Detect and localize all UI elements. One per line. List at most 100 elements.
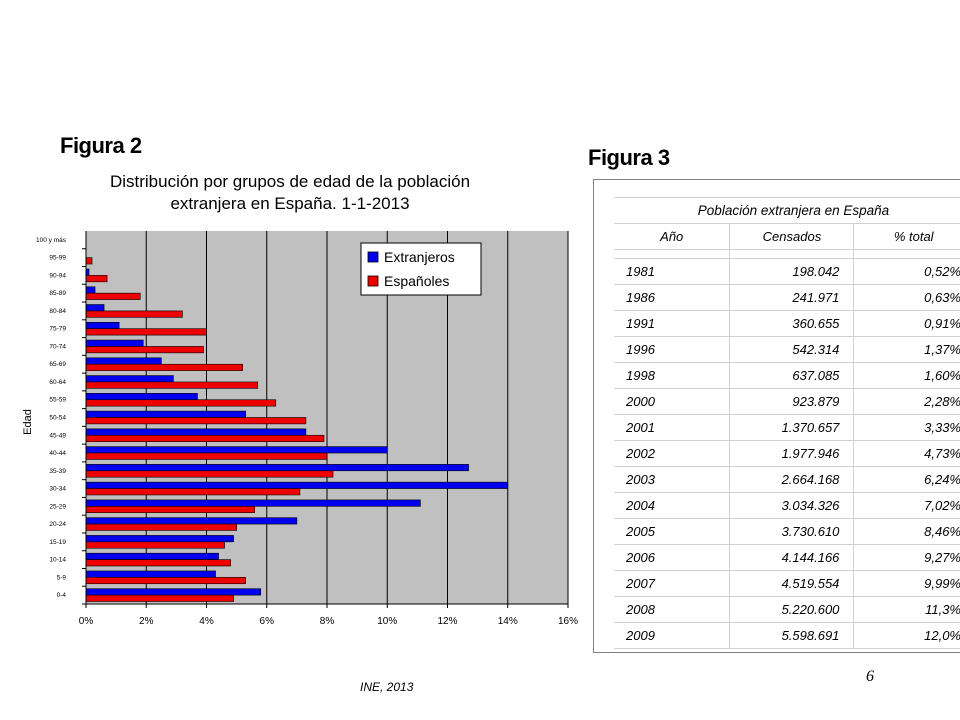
x-tick-label: 4% <box>199 616 214 627</box>
bar-espanoles <box>85 381 259 389</box>
source-note: INE, 2013 <box>360 680 414 694</box>
y-tick-label: 30-34 <box>49 486 66 493</box>
percent-cell: 1,37% <box>853 336 960 363</box>
registered-cell: 5.220.600 <box>729 596 855 623</box>
y-tick-label: 35-39 <box>49 468 66 475</box>
percent-cell: 2,28% <box>853 388 960 415</box>
registered-cell: 542.314 <box>729 336 855 363</box>
y-tick-label: 0-4 <box>57 592 67 599</box>
table-row: 2005 3.730.610 8,46% <box>614 518 960 545</box>
bar-extranjeros <box>85 535 234 543</box>
percent-cell: 11,3% <box>853 596 960 623</box>
chart-canvas: Distribución por grupos de edad de la po… <box>22 172 578 627</box>
percent-cell: 0,52% <box>853 258 960 285</box>
y-tick-label: 20-24 <box>49 521 66 528</box>
header-registered: Censados <box>729 223 855 250</box>
table-caption: Población extranjera en España <box>614 197 960 224</box>
legend-label-espanoles: Españoles <box>384 273 449 289</box>
percent-cell: 12,0% <box>853 622 960 649</box>
bar-extranjeros <box>85 552 219 560</box>
table-row: 2004 3.034.326 7,02% <box>614 492 960 519</box>
bar-extranjeros <box>85 446 388 454</box>
registered-cell: 637.085 <box>729 362 855 389</box>
y-tick-label: 45-49 <box>49 432 66 439</box>
year-cell: 1996 <box>614 336 731 363</box>
registered-cell: 923.879 <box>729 388 855 415</box>
y-axis-label: Edad <box>22 409 34 435</box>
year-cell: 2005 <box>614 518 731 545</box>
table-row: 2003 2.664.168 6,24% <box>614 466 960 493</box>
y-tick-label: 25-29 <box>49 503 66 510</box>
registered-cell: 2.664.168 <box>729 466 855 493</box>
x-tick-label: 10% <box>377 616 397 627</box>
bar-extranjeros <box>85 393 198 401</box>
age-distribution-chart: Distribución por grupos de edad de la po… <box>0 160 580 640</box>
percent-cell: 0,91% <box>853 310 960 337</box>
bar-espanoles <box>85 452 328 460</box>
table-row: 2001 1.370.657 3,33% <box>614 414 960 441</box>
table-row: 2009 5.598.691 12,0% <box>614 622 960 649</box>
legend-label-extranjeros: Extranjeros <box>384 249 455 265</box>
y-tick-label: 100 y más <box>36 237 67 244</box>
bar-espanoles <box>85 399 277 407</box>
table-row: 1991 360.655 0,91% <box>614 310 960 337</box>
bar-espanoles <box>85 363 243 371</box>
y-tick-label: 85-89 <box>49 290 66 297</box>
year-cell: 1998 <box>614 362 731 389</box>
bar-espanoles <box>85 488 301 496</box>
x-tick-label: 12% <box>437 616 457 627</box>
year-cell: 2008 <box>614 596 731 623</box>
table-row: 1981 198.042 0,52% <box>614 258 960 285</box>
bar-espanoles <box>85 506 255 514</box>
bar-extranjeros <box>85 464 469 472</box>
registered-cell: 4.519.554 <box>729 570 855 597</box>
x-tick-label: 2% <box>139 616 154 627</box>
legend-swatch-espanoles <box>367 275 379 287</box>
bar-extranjeros <box>85 588 262 596</box>
bar-extranjeros <box>85 428 307 436</box>
table-body: 1981 198.042 0,52% 1986 241.971 0,63% 1991 360.… <box>614 258 960 649</box>
percent-cell: 3,33% <box>853 414 960 441</box>
legend-box <box>360 242 482 296</box>
y-tick-label: 70-74 <box>49 343 66 350</box>
registered-cell: 4.144.166 <box>729 544 855 571</box>
x-tick-label: 6% <box>260 616 275 627</box>
percent-cell: 0,63% <box>853 284 960 311</box>
bar-extranjeros <box>85 499 421 507</box>
registered-cell: 241.971 <box>729 284 855 311</box>
bar-extranjeros <box>85 517 298 525</box>
bar-extranjeros <box>85 339 144 347</box>
header-percent-total: % total <box>853 223 960 250</box>
bar-extranjeros <box>85 481 509 489</box>
year-cell: 1986 <box>614 284 731 311</box>
y-tick-label: 75-79 <box>49 326 66 333</box>
year-cell: 2004 <box>614 492 731 519</box>
year-cell: 2006 <box>614 544 731 571</box>
bar-extranjeros <box>85 570 216 578</box>
bar-espanoles <box>85 346 204 354</box>
bar-extranjeros <box>85 375 174 383</box>
percent-cell: 9,99% <box>853 570 960 597</box>
bar-espanoles <box>85 257 93 265</box>
table-row: 2008 5.220.600 11,3% <box>614 596 960 623</box>
bar-espanoles <box>85 310 183 318</box>
y-tick-label: 5-9 <box>57 574 67 581</box>
year-cell: 1991 <box>614 310 731 337</box>
percent-cell: 1,60% <box>853 362 960 389</box>
year-cell: 2002 <box>614 440 731 467</box>
header-year: Año <box>614 223 731 250</box>
foreign-population-table: Población extranjera en España Año Censa… <box>614 197 960 649</box>
registered-cell: 3.730.610 <box>729 518 855 545</box>
bar-espanoles <box>85 292 141 300</box>
bar-espanoles <box>85 577 246 585</box>
registered-cell: 198.042 <box>729 258 855 285</box>
y-tick-label: 40-44 <box>49 450 66 457</box>
y-tick-label: 95-99 <box>49 255 66 262</box>
bar-espanoles <box>85 328 207 336</box>
bar-espanoles <box>85 559 231 567</box>
table-row: 1996 542.314 1,37% <box>614 336 960 363</box>
population-table-frame: Población extranjera en España Año Censa… <box>593 179 960 653</box>
year-cell: 2007 <box>614 570 731 597</box>
registered-cell: 1.370.657 <box>729 414 855 441</box>
figure-2-title: Figura 2 <box>60 133 142 158</box>
